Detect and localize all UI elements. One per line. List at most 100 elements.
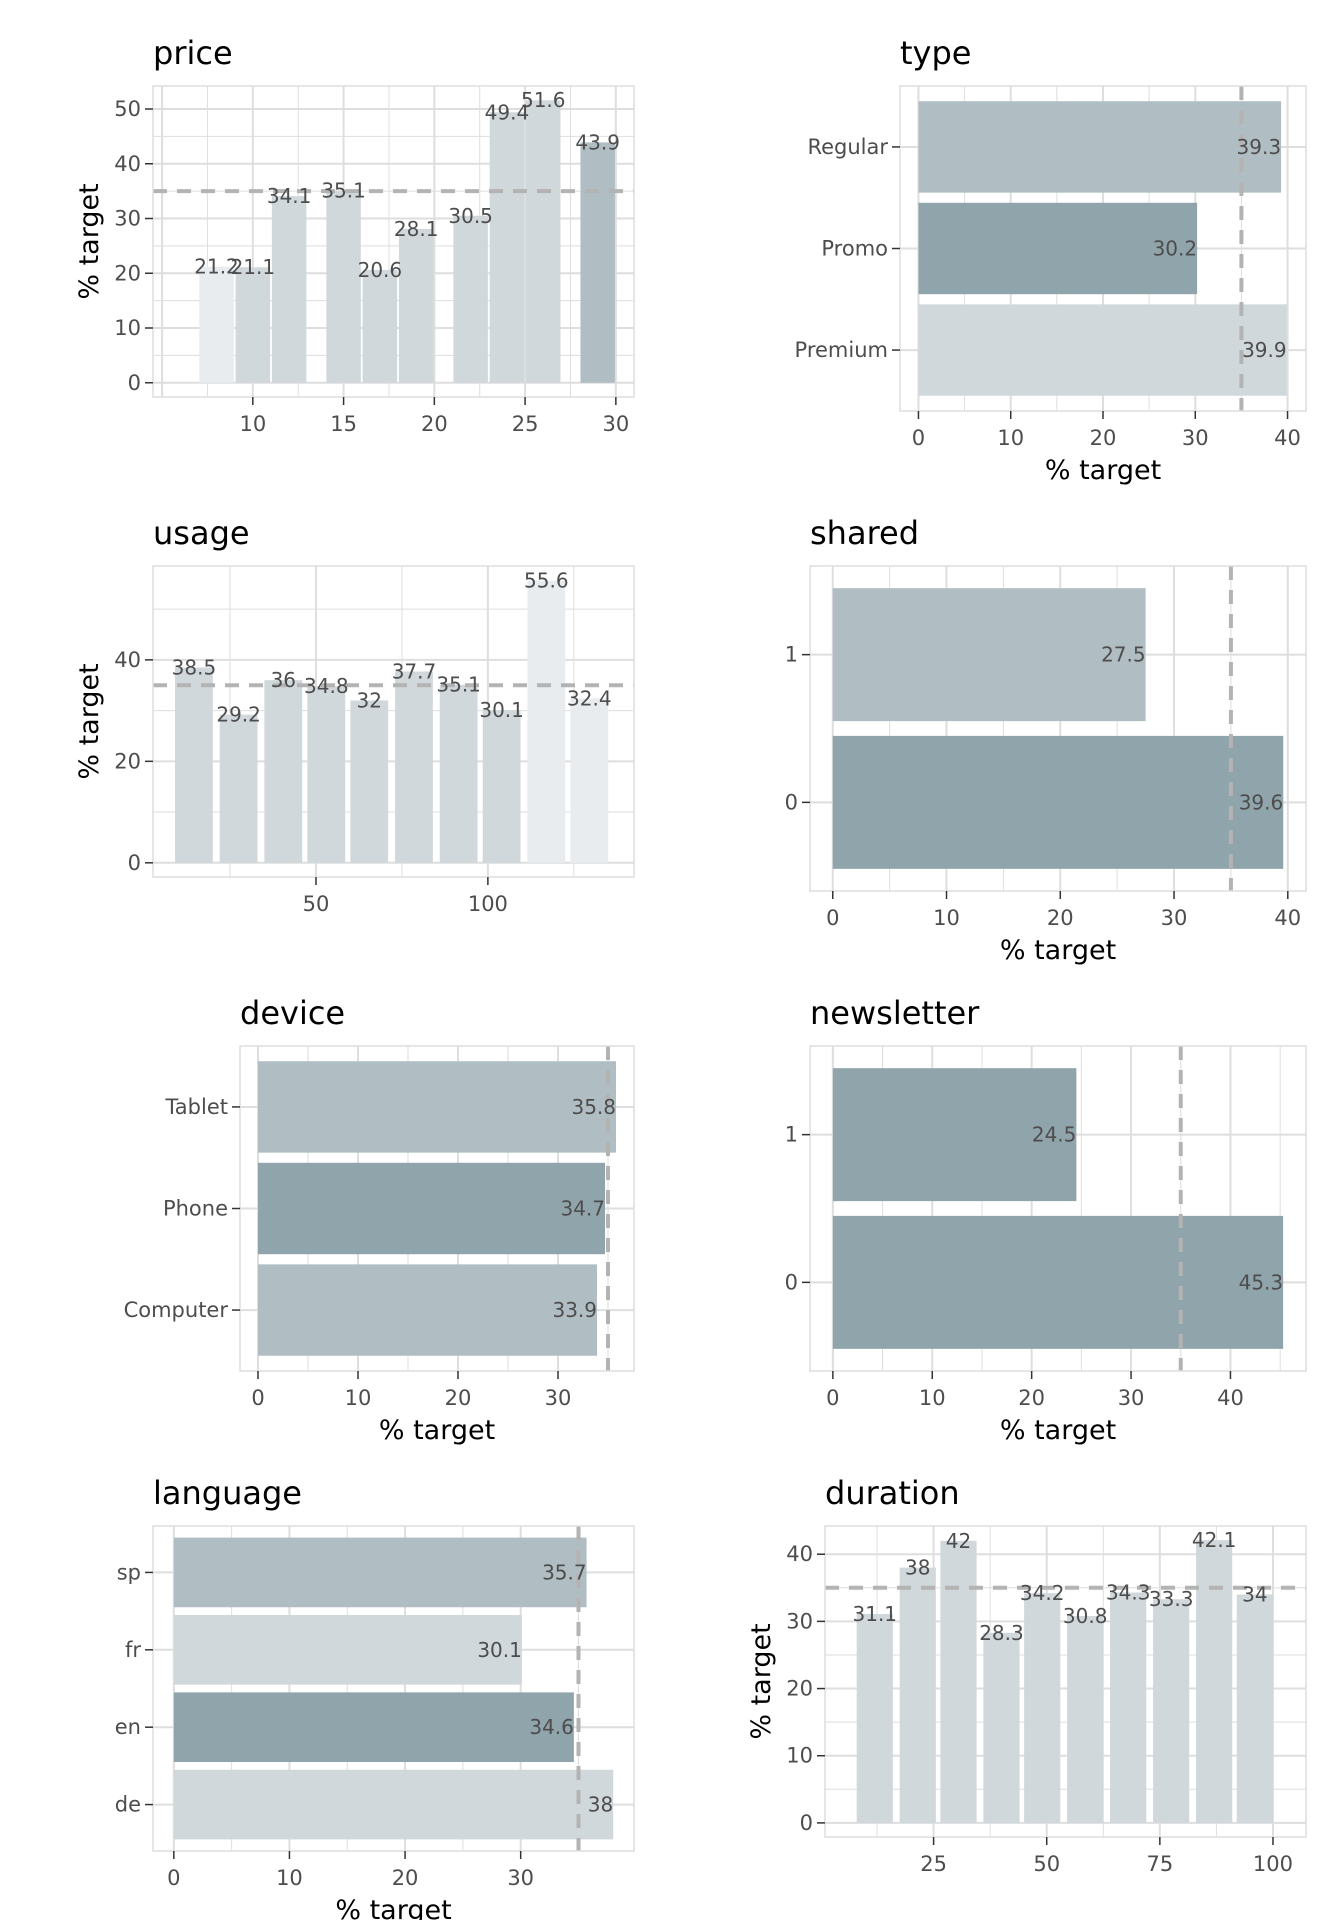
x-tick-label: 20 bbox=[421, 412, 448, 436]
bar bbox=[1024, 1593, 1061, 1823]
x-tick-label: 30 bbox=[545, 1386, 572, 1410]
y-tick-label: 0 bbox=[800, 1811, 813, 1835]
data-label: 42.1 bbox=[1192, 1528, 1237, 1552]
data-label: 34.3 bbox=[1106, 1580, 1151, 1604]
bar bbox=[527, 580, 566, 863]
bar bbox=[856, 1613, 893, 1823]
y-tick-label: 40 bbox=[114, 152, 141, 176]
bar bbox=[1110, 1592, 1147, 1823]
panel-price: price 21.221.1 34.1 35.1 20.6 28.1 30.5 49.451.… bbox=[74, 34, 635, 436]
bar bbox=[350, 700, 389, 863]
y-tick-label: 40 bbox=[114, 648, 141, 672]
data-label: 21.2 bbox=[194, 255, 239, 279]
x-tick-label: 75 bbox=[1146, 1852, 1173, 1876]
category-label: Phone bbox=[163, 1197, 228, 1221]
data-label: 39.3 bbox=[1237, 135, 1282, 159]
bar bbox=[489, 112, 525, 383]
y-axis-title: % target bbox=[74, 663, 105, 779]
bar bbox=[258, 1061, 616, 1153]
data-label: 43.9 bbox=[575, 130, 620, 154]
x-tick-label: 25 bbox=[920, 1852, 947, 1876]
x-tick-label: 40 bbox=[1217, 1386, 1244, 1410]
bar bbox=[395, 671, 433, 863]
x-tick-label: 50 bbox=[1033, 1852, 1060, 1876]
panel-usage: usage 38.5 29.2 36 34.8 32 37.735.130.1 55.6 32.… bbox=[74, 514, 635, 916]
bar bbox=[1153, 1599, 1190, 1823]
panel-border bbox=[152, 1525, 635, 1852]
x-tick-label: 100 bbox=[1253, 1852, 1293, 1876]
bar bbox=[918, 304, 1287, 396]
bar bbox=[482, 710, 521, 863]
panel-border bbox=[809, 1045, 1307, 1372]
x-tick-label: 0 bbox=[167, 1866, 180, 1890]
bar bbox=[199, 266, 234, 383]
panel-border bbox=[152, 85, 635, 398]
panel-title: price bbox=[153, 34, 233, 72]
y-tick-label: 10 bbox=[114, 316, 141, 340]
data-label: 29.2 bbox=[216, 703, 261, 727]
bar bbox=[307, 686, 346, 863]
x-tick-label: 40 bbox=[1274, 906, 1301, 930]
data-label: 45.3 bbox=[1239, 1270, 1284, 1294]
x-tick-label: 10 bbox=[276, 1866, 303, 1890]
bar bbox=[398, 228, 434, 383]
bar bbox=[258, 1264, 597, 1356]
category-label: Premium bbox=[795, 338, 888, 362]
y-tick-label: 30 bbox=[786, 1609, 813, 1633]
panel-title: language bbox=[153, 1474, 302, 1512]
x-axis-title: % target bbox=[1000, 1415, 1116, 1446]
x-tick-label: 30 bbox=[602, 412, 629, 436]
bar bbox=[1067, 1616, 1104, 1823]
data-label: 35.7 bbox=[542, 1560, 587, 1584]
data-label: 30.2 bbox=[1153, 237, 1198, 261]
x-tick-label: 25 bbox=[512, 412, 539, 436]
bar bbox=[326, 190, 361, 383]
bar bbox=[453, 215, 488, 383]
data-label: 55.6 bbox=[524, 569, 569, 593]
data-label: 33.3 bbox=[1149, 1587, 1194, 1611]
x-tick-label: 20 bbox=[1090, 426, 1117, 450]
bar bbox=[173, 1537, 587, 1608]
panel-border bbox=[824, 1525, 1307, 1838]
bar bbox=[173, 1769, 614, 1840]
x-tick-label: 20 bbox=[1018, 1386, 1045, 1410]
x-tick-label: 50 bbox=[303, 892, 330, 916]
y-tick-label: 30 bbox=[114, 207, 141, 231]
data-label: 51.6 bbox=[521, 88, 566, 112]
data-label: 30.8 bbox=[1063, 1604, 1108, 1628]
bar bbox=[570, 698, 609, 863]
x-tick-label: 20 bbox=[1047, 906, 1074, 930]
y-tick-label: 0 bbox=[128, 851, 141, 875]
category-label: 1 bbox=[785, 643, 798, 667]
panel-title: usage bbox=[153, 514, 250, 552]
category-label: 1 bbox=[785, 1123, 798, 1147]
bar bbox=[175, 667, 213, 863]
x-axis-title: % target bbox=[1000, 935, 1116, 966]
y-tick-label: 50 bbox=[114, 97, 141, 121]
data-label: 38.5 bbox=[172, 655, 217, 679]
x-axis-title: % target bbox=[1045, 455, 1161, 486]
panel-title: type bbox=[900, 34, 971, 72]
x-tick-label: 30 bbox=[507, 1866, 534, 1890]
data-label: 28.1 bbox=[394, 217, 439, 241]
bar bbox=[271, 196, 307, 383]
panel-border bbox=[809, 565, 1307, 892]
bar bbox=[940, 1540, 977, 1823]
y-tick-label: 20 bbox=[114, 261, 141, 285]
bar bbox=[580, 142, 615, 383]
y-axis-title: % target bbox=[74, 183, 105, 299]
category-label: fr bbox=[125, 1638, 141, 1662]
data-label: 36 bbox=[271, 668, 296, 692]
bar bbox=[918, 101, 1282, 193]
data-label: 39.6 bbox=[1239, 790, 1284, 814]
x-tick-label: 10 bbox=[919, 1386, 946, 1410]
data-label: 37.7 bbox=[392, 660, 437, 684]
x-tick-label: 40 bbox=[1274, 426, 1301, 450]
x-tick-label: 30 bbox=[1161, 906, 1188, 930]
x-tick-label: 10 bbox=[345, 1386, 372, 1410]
data-label: 34.2 bbox=[1020, 1581, 1065, 1605]
y-tick-label: 40 bbox=[786, 1542, 813, 1566]
x-axis-title: % target bbox=[379, 1415, 495, 1446]
y-axis-title: % target bbox=[746, 1623, 777, 1739]
